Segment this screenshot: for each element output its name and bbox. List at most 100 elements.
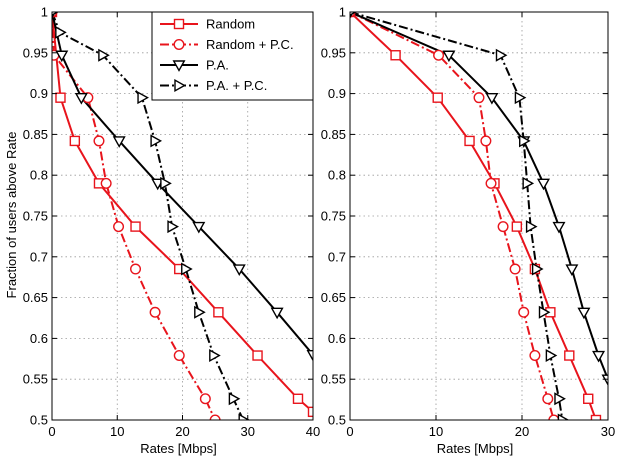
data-point [199, 393, 211, 405]
y-tick-label: 0.95 [23, 45, 48, 60]
y-tick-label: 0.75 [23, 209, 48, 224]
data-point [100, 177, 112, 189]
data-point [525, 220, 538, 234]
data-point [592, 350, 606, 363]
data-point [390, 50, 401, 61]
x-tick-label: 10 [110, 424, 124, 439]
data-point [209, 414, 221, 420]
y-tick-label: 0.85 [321, 127, 346, 142]
data-point [69, 135, 81, 147]
x-tick-label: 20 [175, 424, 189, 439]
legend-label: Random + P.C. [206, 37, 294, 52]
y-tick-label: 0.95 [321, 45, 346, 60]
data-point [542, 393, 554, 405]
data-point [213, 307, 224, 318]
data-point [55, 92, 66, 103]
x-axis-label: Rates [Mbps] [437, 441, 514, 456]
data-point [564, 350, 575, 361]
data-point [306, 350, 313, 362]
data-point [509, 263, 521, 275]
y-tick-label: 0.9 [328, 86, 346, 101]
y-tick-label: 0.65 [321, 290, 346, 305]
y-tick-label: 0.7 [328, 249, 346, 264]
y-tick-label: 0.55 [23, 372, 48, 387]
data-point [209, 349, 221, 363]
data-point [522, 176, 535, 190]
left-plot: 0 10 20 30 40 0.5 0.55 0.6 0.65 0.7 0.75 0.8 0.85 0.9… [23, 5, 321, 457]
data-point [529, 350, 541, 362]
legend-marker [174, 79, 186, 92]
data-point [433, 49, 445, 61]
legend-label: P.A. [206, 58, 229, 73]
data-point [514, 91, 527, 105]
y-tick-label: 1 [339, 5, 346, 20]
x-tick-label: 40 [306, 424, 320, 439]
data-point [554, 392, 566, 406]
data-point [552, 221, 566, 234]
data-point [485, 177, 497, 189]
legend-marker [172, 60, 186, 72]
data-point [548, 414, 560, 420]
data-point [537, 178, 550, 191]
data-point [565, 264, 579, 276]
data-point [601, 374, 608, 387]
data-point [167, 220, 179, 234]
y-tick-label: 0.55 [321, 372, 346, 387]
data-point [270, 307, 284, 320]
data-point [307, 406, 313, 418]
data-point [232, 264, 246, 276]
x-axis-label: Rates [Mbps] [140, 441, 217, 456]
y-tick-label: 1 [41, 5, 48, 20]
series-group [350, 12, 608, 420]
y-tick-label: 0.65 [23, 290, 48, 305]
data-point [130, 221, 141, 232]
y-tick-label: 0.85 [23, 127, 48, 142]
y-tick-label: 0.6 [30, 331, 48, 346]
y-tick-label: 0.7 [30, 249, 48, 264]
data-point [55, 50, 69, 63]
y-tick-label: 0.5 [328, 413, 346, 428]
x-tick-label: 10 [429, 424, 443, 439]
series-line-p-a- [350, 12, 608, 380]
data-point [181, 262, 193, 276]
data-point [350, 12, 357, 16]
data-point [52, 12, 59, 16]
series-line-random-p-c- [350, 12, 555, 420]
data-point [485, 92, 499, 105]
data-point [495, 48, 508, 62]
data-point [194, 305, 206, 319]
series-group [52, 12, 313, 420]
data-point [497, 221, 509, 233]
y-tick-label: 0.8 [328, 168, 346, 183]
legend-label: Random [206, 17, 255, 32]
data-point [442, 50, 456, 63]
data-point [292, 393, 304, 404]
data-point [511, 221, 523, 232]
data-point [545, 349, 558, 363]
data-point [238, 413, 251, 420]
data-point [55, 25, 67, 39]
data-point [93, 135, 105, 147]
data-point [149, 306, 161, 318]
data-point [112, 136, 126, 148]
series-line-p-a-p-c- [350, 12, 564, 420]
data-point [192, 221, 206, 234]
x-tick-label: 30 [601, 424, 615, 439]
data-point [160, 176, 172, 190]
legend-marker [173, 39, 185, 51]
data-point [432, 92, 443, 103]
data-point [252, 350, 263, 361]
series-line-random [52, 12, 313, 413]
legend-label: P.A. + P.C. [206, 78, 267, 93]
data-point [557, 413, 570, 420]
y-tick-label: 0.8 [30, 168, 48, 183]
x-tick-label: 30 [241, 424, 255, 439]
y-tick-label: 0.6 [328, 331, 346, 346]
data-point [228, 392, 241, 406]
data-point [98, 48, 110, 62]
x-tick-label: 20 [515, 424, 529, 439]
data-point [577, 307, 591, 320]
data-point [519, 134, 531, 148]
data-point [590, 414, 602, 420]
